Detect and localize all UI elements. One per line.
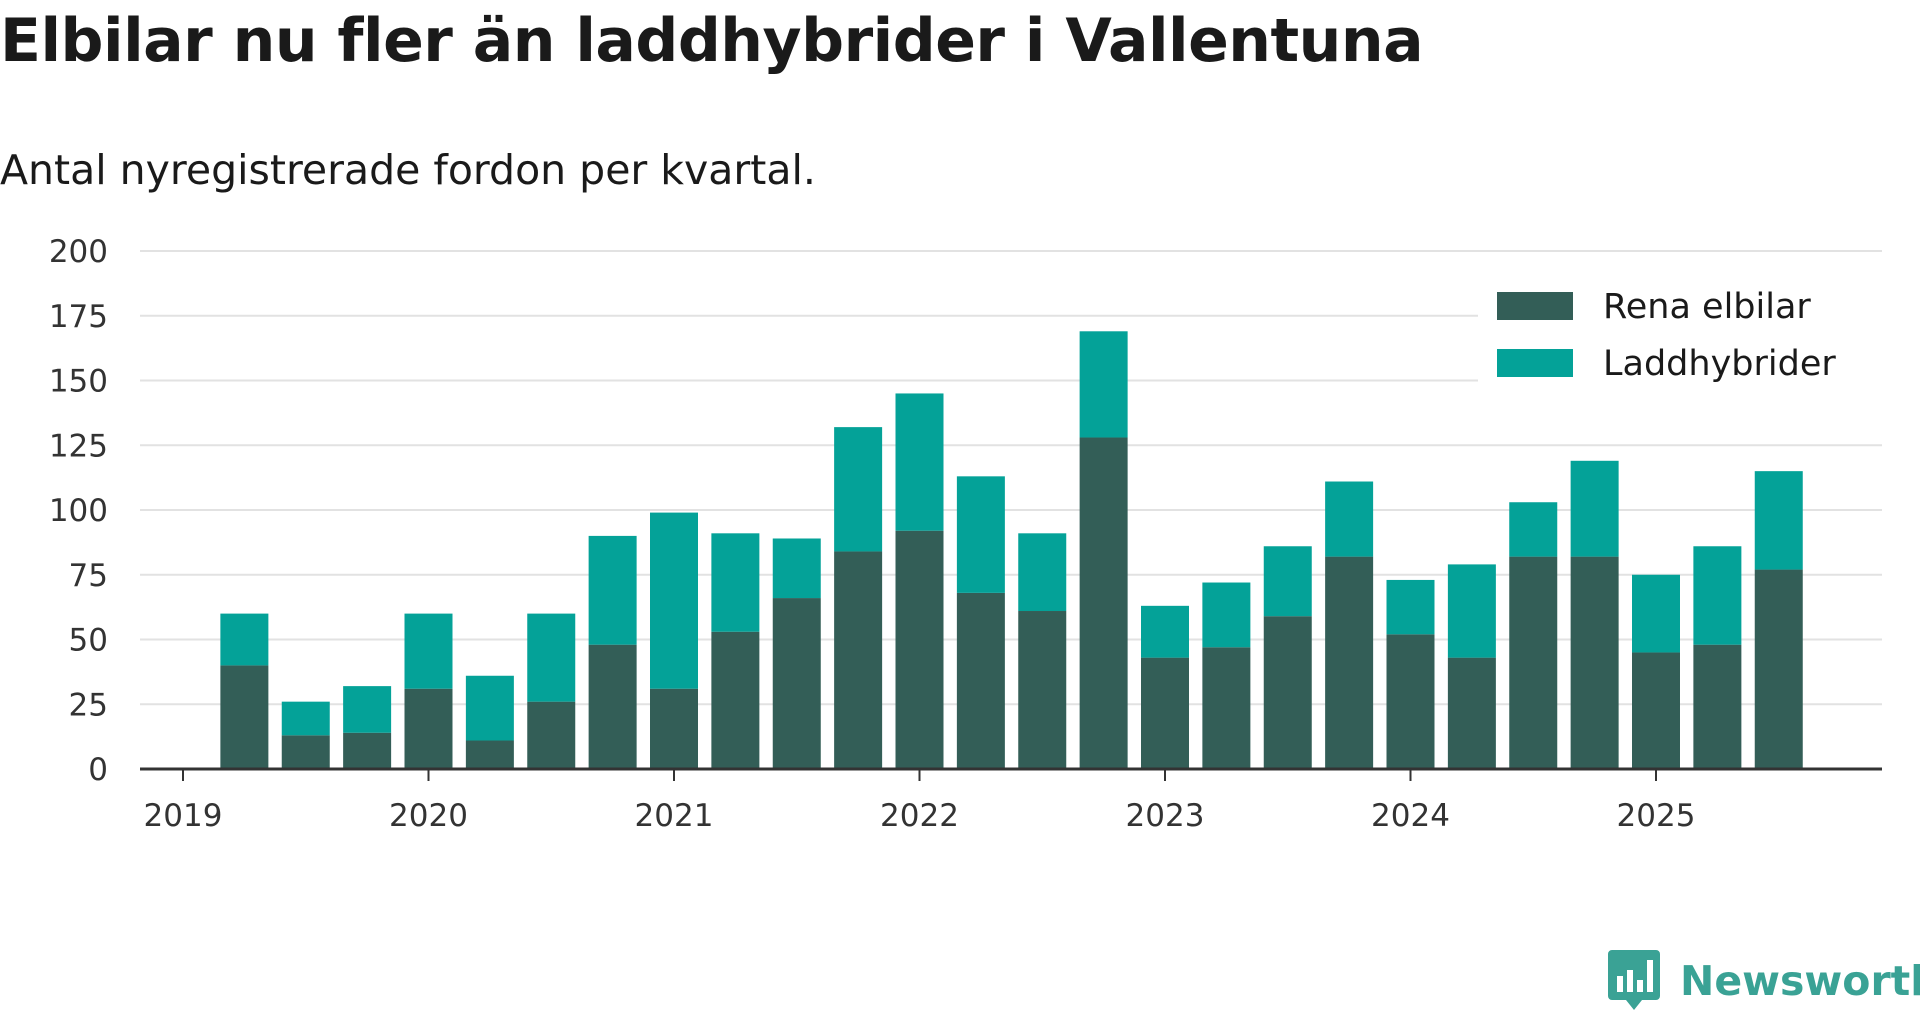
bar-laddhybrider: [1018, 533, 1067, 612]
y-tick-label: 50: [69, 623, 108, 659]
bar-rena-elbilar: [527, 701, 576, 769]
x-tick-label: 2020: [389, 798, 468, 834]
x-tick-label: 2024: [1371, 798, 1450, 834]
bar-rena-elbilar: [1202, 647, 1251, 769]
bar-rena-elbilar: [1325, 556, 1374, 769]
bar-rena-elbilar: [343, 732, 392, 769]
brand-logo: Newsworthy: [1608, 950, 1920, 1012]
bar-rena-elbilar: [1386, 634, 1435, 769]
bar-laddhybrider: [1141, 605, 1189, 658]
legend-swatch-rena-elbilar: [1497, 292, 1573, 320]
y-tick-label: 25: [69, 687, 108, 723]
bar-rena-elbilar: [1509, 556, 1558, 769]
y-tick-label: 175: [49, 299, 108, 335]
bar-laddhybrider: [711, 533, 760, 632]
chart-subtitle: Antal nyregistrerade fordon per kvartal.: [0, 146, 816, 194]
bar-laddhybrider: [1754, 471, 1803, 570]
bar-laddhybrider: [956, 476, 1005, 593]
y-tick-label: 75: [69, 558, 108, 594]
bar-laddhybrider: [343, 686, 392, 733]
y-tick-label: 100: [49, 493, 108, 529]
newsworthy-logo-icon: [1608, 950, 1660, 1010]
bar-rena-elbilar: [650, 688, 698, 769]
bar-laddhybrider: [834, 427, 883, 552]
bar-rena-elbilar: [465, 740, 514, 769]
legend-label: Rena elbilar: [1603, 287, 1811, 327]
bar-rena-elbilar: [1447, 657, 1496, 769]
bar-laddhybrider: [1570, 460, 1619, 557]
x-tick-label: 2019: [144, 798, 223, 834]
y-tick-label: 0: [88, 752, 108, 788]
y-tick-label: 150: [49, 364, 108, 400]
bar-rena-elbilar: [404, 688, 453, 769]
bar-rena-elbilar: [281, 735, 330, 769]
bar-laddhybrider: [1386, 579, 1435, 635]
bar-rena-elbilar: [772, 598, 821, 769]
bar-rena-elbilar: [1079, 437, 1128, 769]
bar-rena-elbilar: [1263, 616, 1312, 769]
bar-laddhybrider: [1079, 331, 1128, 438]
bar-laddhybrider: [588, 535, 637, 645]
stacked-bar-chart: 0 25 50 75 100 125 150 175 200 Rena elbilar Laddh…: [48, 234, 1888, 834]
bar-rena-elbilar: [1754, 569, 1803, 769]
legend: Rena elbilar Laddhybrider: [1478, 282, 1888, 392]
bar-laddhybrider: [1632, 574, 1680, 653]
legend-swatch-laddhybrider: [1497, 349, 1573, 377]
x-tick-label: 2022: [880, 798, 959, 834]
bar-laddhybrider: [1509, 502, 1558, 557]
x-tick-label: 2021: [635, 798, 714, 834]
legend-label: Laddhybrider: [1603, 344, 1836, 384]
bar-rena-elbilar: [834, 551, 883, 769]
y-tick-label: 200: [49, 234, 108, 270]
x-tick-label: 2023: [1126, 798, 1205, 834]
bar-laddhybrider: [1263, 546, 1312, 617]
bar-laddhybrider: [1693, 546, 1742, 645]
bar-rena-elbilar: [1141, 657, 1189, 769]
bar-laddhybrider: [404, 613, 453, 689]
bar-rena-elbilar: [956, 592, 1005, 769]
bar-laddhybrider: [220, 613, 269, 666]
bar-rena-elbilar: [588, 644, 637, 769]
chart-title: Elbilar nu fler än laddhybrider i Vallen…: [0, 6, 1424, 76]
bar-laddhybrider: [772, 538, 821, 599]
bar-laddhybrider: [1447, 564, 1496, 658]
bar-rena-elbilar: [1018, 611, 1067, 769]
bar-laddhybrider: [1325, 481, 1374, 557]
bar-laddhybrider: [650, 512, 698, 689]
bar-rena-elbilar: [895, 530, 944, 769]
bar-rena-elbilar: [1570, 556, 1619, 769]
bar-rena-elbilar: [1693, 644, 1742, 769]
bar-laddhybrider: [1202, 582, 1251, 648]
x-tick-label: 2025: [1617, 798, 1696, 834]
brand-name: Newsworthy: [1680, 957, 1920, 1005]
bar-laddhybrider: [281, 701, 330, 736]
bars: [220, 331, 1803, 769]
bar-rena-elbilar: [1632, 652, 1680, 769]
x-axis: 2019 2020 2021 2022 2023 2024 2025: [140, 767, 1882, 834]
y-tick-label: 125: [49, 428, 108, 464]
bar-rena-elbilar: [711, 631, 760, 769]
bar-laddhybrider: [465, 675, 514, 741]
bar-laddhybrider: [527, 613, 576, 702]
y-axis-tick-labels: 0 25 50 75 100 125 150 175 200: [49, 234, 108, 788]
bar-rena-elbilar: [220, 665, 269, 769]
bar-laddhybrider: [895, 393, 944, 531]
